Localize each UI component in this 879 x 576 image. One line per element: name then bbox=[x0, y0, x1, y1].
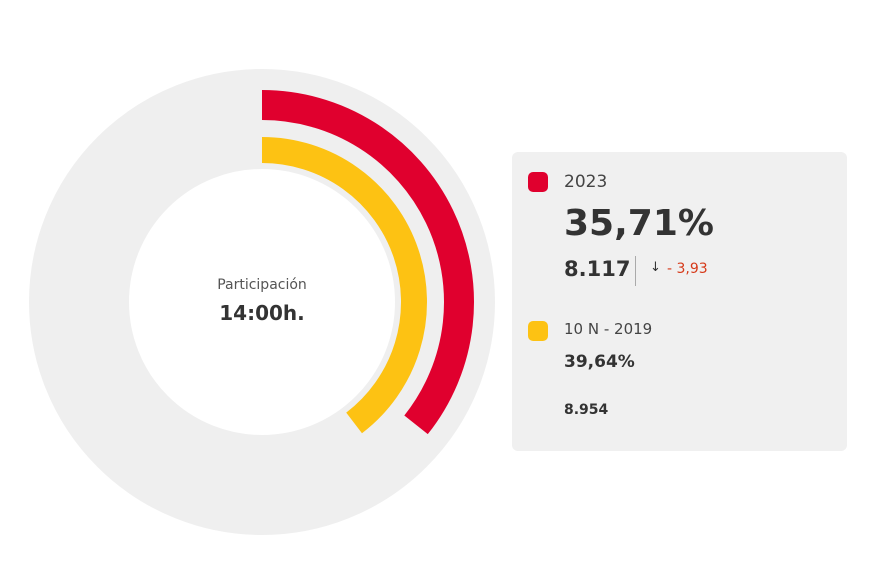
chart-center-time: 14:00h. bbox=[219, 301, 305, 325]
legend-label-2019: 10 N - 2019 bbox=[564, 320, 653, 338]
legend-panel: 2023 35,71% 8.117 ↓ - 3,93 10 N - 2019 3… bbox=[512, 152, 847, 451]
legend-count-2019: 8.954 bbox=[564, 402, 609, 418]
legend-change-2023: - 3,93 bbox=[667, 261, 708, 277]
legend-label-2023: 2023 bbox=[564, 172, 608, 192]
legend-swatch-2019 bbox=[528, 321, 548, 341]
legend-count-2023: 8.117 bbox=[564, 257, 631, 281]
legend-separator bbox=[635, 256, 636, 286]
series-arc-2019 bbox=[261, 137, 427, 434]
down-arrow-icon: ↓ bbox=[650, 260, 661, 275]
legend-percentage-2023: 35,71% bbox=[564, 203, 714, 244]
chart-center-title: Participación bbox=[217, 277, 307, 293]
legend-swatch-2023 bbox=[528, 172, 548, 192]
series-arc-2023 bbox=[261, 90, 474, 435]
legend-percentage-2019: 39,64% bbox=[564, 352, 635, 372]
